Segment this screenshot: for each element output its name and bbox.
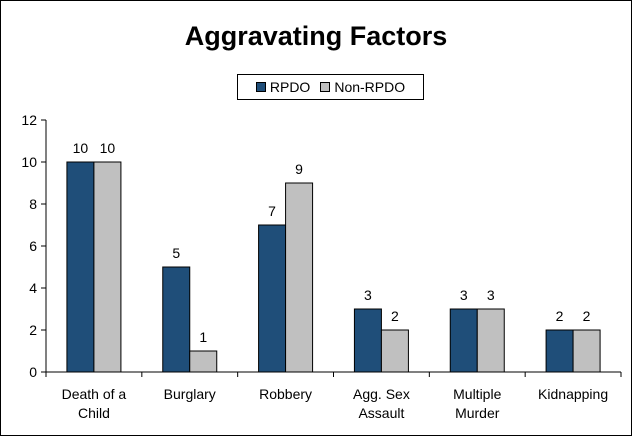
bar-non-rpdo bbox=[380, 329, 409, 373]
x-category-label: Multiple bbox=[453, 386, 501, 402]
bar-rpdo bbox=[162, 266, 191, 373]
data-label-rpdo: 10 bbox=[73, 140, 89, 156]
x-category-label: Agg. Sex bbox=[353, 386, 410, 402]
data-label-rpdo: 3 bbox=[364, 287, 372, 303]
x-category-label: Murder bbox=[455, 405, 500, 421]
y-tick-label: 10 bbox=[21, 154, 37, 170]
chart-title: Aggravating Factors bbox=[184, 21, 448, 51]
y-tick-label: 0 bbox=[29, 364, 37, 380]
legend-swatch-non-rpdo bbox=[320, 82, 331, 92]
y-tick-label: 8 bbox=[29, 196, 37, 212]
bar-non-rpdo bbox=[572, 329, 601, 373]
data-label-non-rpdo: 10 bbox=[100, 140, 116, 156]
legend-label-non-rpdo: Non-RPDO bbox=[334, 79, 406, 95]
bar-rpdo bbox=[545, 329, 574, 373]
legend-item-non-rpdo: Non-RPDO bbox=[320, 79, 405, 95]
data-label-non-rpdo: 2 bbox=[391, 308, 399, 324]
data-label-non-rpdo: 1 bbox=[199, 329, 207, 345]
y-tick-label: 4 bbox=[29, 280, 37, 296]
data-label-rpdo: 7 bbox=[268, 203, 276, 219]
bar-non-rpdo bbox=[476, 308, 505, 373]
y-tick-label: 12 bbox=[21, 112, 37, 128]
data-label-rpdo: 5 bbox=[172, 245, 180, 261]
bar-non-rpdo bbox=[189, 350, 218, 373]
legend-swatch-rpdo bbox=[255, 82, 266, 92]
x-category-label: Assault bbox=[358, 405, 404, 421]
y-tick-label: 2 bbox=[29, 322, 37, 338]
data-label-rpdo: 3 bbox=[460, 287, 468, 303]
legend-item-rpdo: RPDO bbox=[255, 79, 311, 95]
bar-non-rpdo bbox=[93, 161, 122, 373]
x-category-label: Kidnapping bbox=[538, 386, 608, 402]
legend: RPDO Non-RPDO bbox=[237, 74, 424, 100]
x-category-label: Child bbox=[78, 405, 110, 421]
bar-rpdo bbox=[449, 308, 478, 373]
data-label-non-rpdo: 3 bbox=[487, 287, 495, 303]
x-category-label: Burglary bbox=[164, 386, 216, 402]
data-label-non-rpdo: 2 bbox=[583, 308, 591, 324]
data-label-rpdo: 2 bbox=[556, 308, 564, 324]
y-tick-label: 6 bbox=[29, 238, 37, 254]
legend-label-rpdo: RPDO bbox=[269, 79, 311, 95]
bar-rpdo bbox=[353, 308, 382, 373]
data-label-non-rpdo: 9 bbox=[295, 161, 303, 177]
x-category-label: Death of a bbox=[62, 386, 127, 402]
bar-rpdo bbox=[66, 161, 95, 373]
bar-rpdo bbox=[258, 224, 287, 373]
bar-non-rpdo bbox=[285, 182, 314, 373]
x-category-label: Robbery bbox=[259, 386, 312, 402]
